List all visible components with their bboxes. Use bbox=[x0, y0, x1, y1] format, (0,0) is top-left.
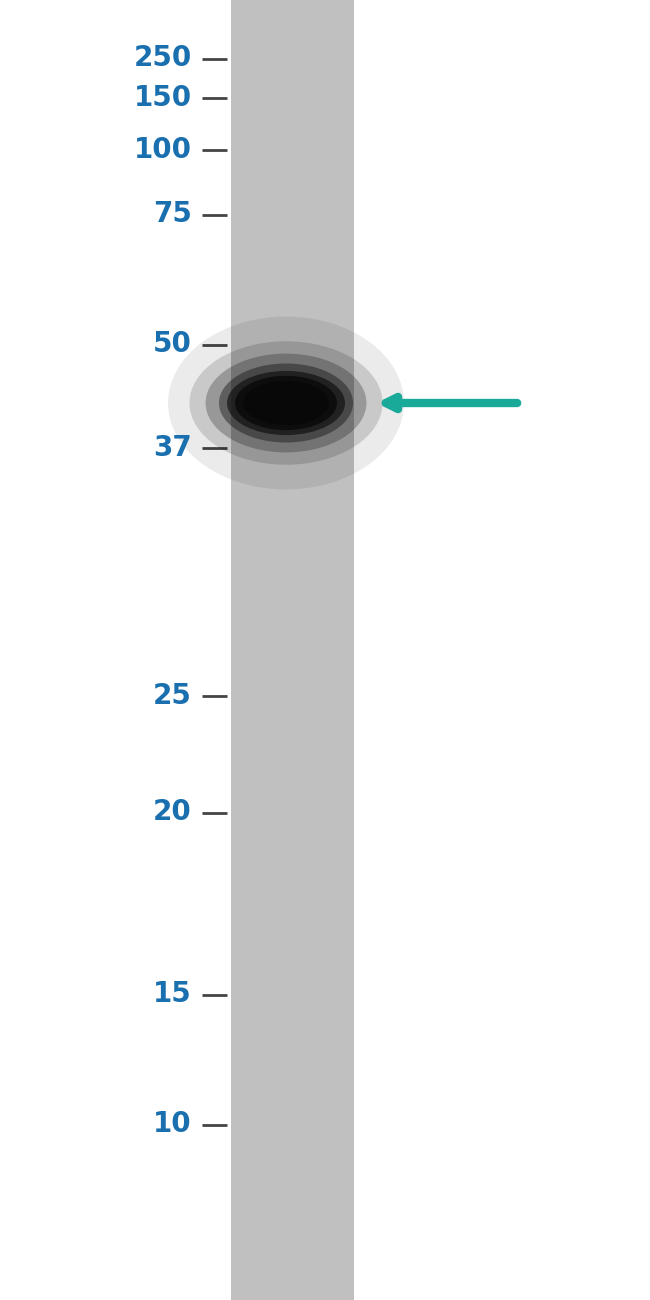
Bar bbox=[231, 0, 354, 1300]
Text: 75: 75 bbox=[153, 200, 192, 229]
Text: 50: 50 bbox=[153, 330, 192, 359]
Text: 10: 10 bbox=[153, 1110, 192, 1139]
Ellipse shape bbox=[219, 364, 353, 442]
Text: 25: 25 bbox=[153, 681, 192, 710]
Ellipse shape bbox=[251, 386, 321, 420]
Text: 100: 100 bbox=[134, 135, 192, 164]
Ellipse shape bbox=[168, 316, 404, 490]
Text: 37: 37 bbox=[153, 434, 192, 463]
Text: 15: 15 bbox=[153, 980, 192, 1009]
Ellipse shape bbox=[189, 341, 383, 465]
Ellipse shape bbox=[227, 370, 345, 436]
Text: 20: 20 bbox=[153, 798, 192, 827]
Ellipse shape bbox=[205, 354, 367, 452]
Ellipse shape bbox=[243, 381, 329, 425]
Ellipse shape bbox=[235, 376, 337, 430]
Text: 150: 150 bbox=[134, 83, 192, 112]
Text: 250: 250 bbox=[133, 44, 192, 73]
